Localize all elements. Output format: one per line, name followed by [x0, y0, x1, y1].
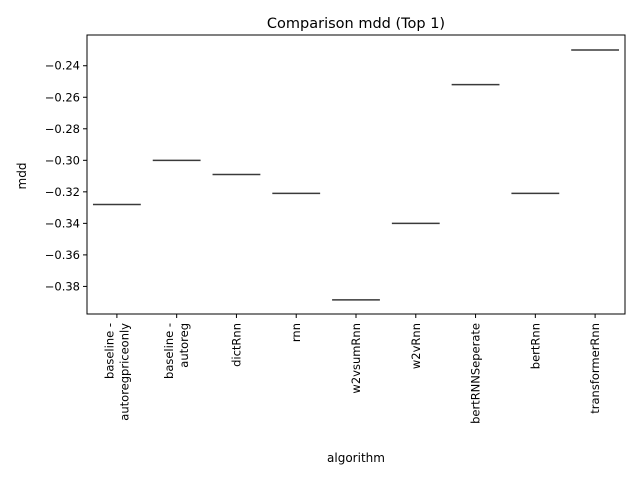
- y-tick-label: −0.38: [45, 279, 80, 293]
- chart-title: Comparison mdd (Top 1): [267, 16, 445, 32]
- y-tick-label: −0.32: [45, 185, 80, 199]
- y-tick-label: −0.30: [45, 153, 80, 167]
- y-tick-label: −0.34: [45, 216, 80, 230]
- x-tick-label: dictRnn: [229, 323, 243, 367]
- x-tick-label: rnn: [289, 323, 303, 342]
- y-axis-title: mdd: [15, 163, 29, 190]
- x-tick-label: autoreg: [177, 323, 191, 368]
- y-tick-label: −0.28: [45, 122, 80, 136]
- y-tick-label: −0.26: [45, 90, 80, 104]
- x-tick-label: w2vsumRnn: [349, 323, 363, 394]
- plot-frame: [86, 34, 626, 315]
- x-tick-label: bertRNNSeperate: [469, 323, 483, 424]
- x-axis-title: algorithm: [327, 451, 385, 465]
- x-tick-label: baseline -: [102, 323, 116, 379]
- y-tick-label: −0.24: [45, 59, 80, 73]
- plot-area: −0.38 −0.36 −0.34 −0.32 −0.30 −0.28 −0.26 −0.24…: [45, 34, 626, 424]
- x-tick-label: autoregpriceonly: [117, 323, 131, 421]
- y-tick-label: −0.36: [45, 248, 80, 262]
- x-tick-label: transformerRnn: [588, 323, 602, 414]
- x-tick-label: w2vRnn: [409, 323, 423, 369]
- x-tick-label: baseline -: [162, 323, 176, 379]
- x-tick-label: bertRnn: [528, 323, 542, 369]
